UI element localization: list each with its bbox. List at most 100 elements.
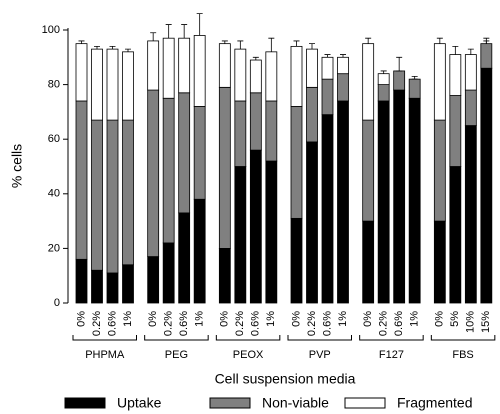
bar-segment	[265, 51, 278, 102]
bar-segment	[162, 97, 175, 244]
bar-segment	[249, 59, 262, 94]
y-tick-label: 100	[42, 24, 60, 36]
x-tick-label: 0%	[147, 311, 159, 327]
bar-segment	[178, 212, 191, 304]
bar-segment	[433, 220, 446, 304]
group-label: PEOX	[233, 349, 264, 361]
bar-segment	[464, 54, 477, 91]
bar-segment	[408, 78, 421, 99]
bar-segment	[377, 100, 390, 304]
x-tick-label: 1%	[409, 311, 421, 327]
error-bar	[196, 13, 203, 36]
bar-segment	[377, 84, 390, 102]
group-bracket	[287, 335, 352, 341]
bar-segment	[162, 37, 175, 99]
x-tick-label: 0%	[290, 311, 302, 327]
y-tick-label: 40	[48, 188, 60, 200]
y-tick-label: 60	[48, 133, 60, 145]
group-label: F127	[379, 349, 404, 361]
x-tick-label: 10%	[465, 311, 477, 333]
bar-segment	[321, 114, 334, 304]
bar-segment	[449, 95, 462, 167]
x-tick-label: 0%	[362, 311, 374, 327]
bar-segment	[91, 48, 103, 121]
bar-segment	[91, 119, 103, 271]
x-tick-label: 0.6%	[106, 311, 118, 336]
group-bracket	[72, 335, 137, 341]
bar-segment	[147, 89, 160, 257]
bar-segment	[362, 220, 375, 304]
bar-segment	[449, 166, 462, 304]
x-tick-label: 1%	[194, 311, 206, 327]
bar-segment	[321, 56, 334, 80]
error-bar	[309, 43, 315, 50]
x-tick-label: 0%	[434, 311, 446, 327]
error-bar	[237, 40, 244, 50]
bar-segment	[408, 97, 421, 304]
error-bar	[436, 37, 443, 44]
error-bar	[396, 56, 403, 71]
group-bracket	[430, 335, 496, 341]
bar-segment	[265, 160, 278, 304]
error-bar	[365, 37, 372, 44]
x-tick-label: 1%	[122, 311, 134, 327]
error-bar	[94, 45, 100, 50]
x-tick-label: 0%	[219, 311, 231, 327]
legend-swatch	[64, 397, 106, 409]
error-bar	[150, 32, 157, 41]
x-tick-label: 0%	[75, 311, 87, 327]
bar-segment	[193, 35, 206, 107]
x-tick-label: 1%	[265, 311, 277, 327]
error-bar	[165, 24, 172, 39]
x-tick-label: 1%	[337, 311, 349, 327]
bar-segment	[393, 89, 406, 304]
x-tick-label: 5%	[449, 311, 461, 327]
bar-segment	[306, 141, 318, 304]
bar-segment	[265, 100, 278, 162]
error-bar	[109, 45, 116, 50]
group-bracket	[359, 335, 424, 341]
bar-segment	[433, 43, 446, 121]
bar-segment	[337, 73, 349, 102]
x-tick-label: 0.2%	[163, 311, 175, 336]
error-bar	[293, 40, 300, 47]
bar-segment	[75, 100, 88, 260]
bar-segment	[337, 56, 349, 75]
bar-segment	[362, 119, 375, 222]
legend-label: Non-viable	[262, 395, 329, 411]
x-axis-title: Cell suspension media	[215, 371, 356, 387]
error-bar	[221, 40, 228, 44]
bar-segment	[234, 48, 247, 102]
bar-segment	[290, 45, 303, 107]
bar-segment	[147, 256, 160, 304]
x-tick-label: 0.2%	[378, 311, 390, 336]
bar-segment	[464, 89, 477, 126]
bar-segment	[106, 48, 119, 121]
error-bar	[125, 48, 131, 52]
bar-segment	[290, 106, 303, 219]
legend-label: Fragmented	[397, 395, 472, 411]
bar-segment	[480, 67, 493, 304]
group-label: PEG	[165, 349, 188, 361]
bar-segment	[249, 149, 262, 304]
y-tick-label: 0	[54, 297, 60, 309]
bar-segment	[218, 86, 231, 249]
bar-segment	[393, 70, 406, 91]
group-label: PHPMA	[85, 349, 125, 361]
x-tick-label: 0.2%	[306, 311, 318, 336]
group-bracket	[215, 335, 281, 341]
legend-swatch	[344, 397, 386, 409]
x-tick-label: 0.2%	[234, 311, 246, 336]
y-tick-label: 80	[48, 79, 60, 91]
bar-segment	[122, 264, 134, 304]
y-tick-label: 20	[48, 242, 60, 254]
error-bar	[268, 37, 275, 52]
bar-segment	[464, 125, 477, 304]
legend-swatch	[209, 397, 251, 409]
error-bar	[483, 40, 490, 44]
bar-segment	[106, 119, 119, 274]
bar-segment	[122, 51, 134, 121]
error-bar	[340, 54, 346, 58]
error-bar	[252, 56, 259, 61]
